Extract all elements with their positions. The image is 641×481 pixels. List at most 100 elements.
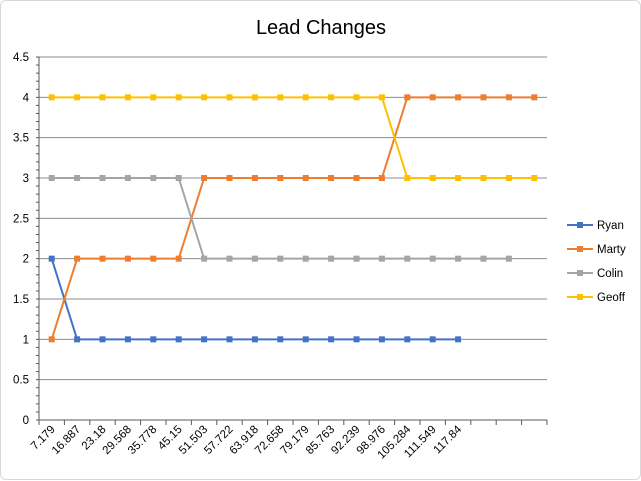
data-point-geoff — [378, 94, 385, 101]
legend-swatch-marker — [577, 270, 583, 276]
data-point-ryan — [201, 336, 208, 343]
data-point-colin — [74, 175, 81, 181]
data-point-marty — [505, 94, 512, 101]
data-point-geoff — [251, 94, 258, 101]
y-tick-label: 0 — [23, 415, 29, 427]
data-point-geoff — [505, 175, 512, 181]
data-point-marty — [99, 255, 106, 262]
data-point-ryan — [328, 336, 335, 343]
data-point-colin — [201, 255, 208, 262]
data-point-geoff — [353, 94, 360, 101]
legend-swatch-marker — [577, 294, 583, 300]
gridlines — [39, 56, 547, 381]
data-point-ryan — [404, 336, 411, 343]
data-point-colin — [150, 175, 157, 181]
data-point-geoff — [302, 94, 309, 101]
y-tick-label: 1.5 — [13, 294, 29, 306]
data-point-colin — [404, 255, 411, 262]
y-tick-label: 0.5 — [13, 375, 29, 387]
series-line-marty — [50, 96, 535, 340]
data-point-marty — [429, 94, 436, 101]
data-point-ryan — [277, 336, 284, 343]
y-tick-label: 3.5 — [13, 133, 29, 145]
data-point-marty — [277, 175, 284, 181]
data-point-colin — [226, 255, 233, 262]
data-point-marty — [328, 175, 335, 181]
data-point-colin — [378, 255, 385, 262]
data-point-geoff — [429, 175, 436, 181]
data-point-ryan — [99, 336, 106, 343]
series-marty — [48, 94, 538, 343]
chart-title: Lead Changes — [256, 17, 386, 39]
legend-label: Ryan — [597, 220, 624, 232]
data-point-geoff — [150, 94, 157, 101]
x-tick-label: 117.84 — [431, 423, 464, 456]
data-point-colin — [429, 255, 436, 262]
y-tick-label: 1 — [23, 334, 29, 346]
data-point-marty — [226, 175, 233, 181]
data-point-marty — [378, 175, 385, 181]
data-point-colin — [480, 255, 487, 262]
x-tick-label: 16.887 — [50, 424, 83, 457]
series-line-geoff — [51, 96, 535, 179]
data-point-geoff — [277, 94, 284, 101]
data-point-ryan — [302, 336, 309, 343]
data-point-colin — [302, 255, 309, 262]
data-point-colin — [505, 255, 512, 262]
legend: Ryan Marty Colin Geoff — [567, 220, 626, 304]
data-point-ryan — [429, 336, 436, 343]
data-point-ryan — [124, 336, 131, 343]
legend-item-ryan: Ryan — [567, 220, 624, 232]
data-point-geoff — [226, 94, 233, 101]
series-ryan — [48, 255, 462, 343]
data-point-geoff — [328, 94, 335, 101]
data-point-marty — [201, 175, 208, 181]
data-point-marty — [150, 255, 157, 262]
data-point-geoff — [175, 94, 182, 101]
data-point-ryan — [150, 336, 157, 343]
data-point-marty — [455, 94, 462, 101]
data-point-geoff — [74, 94, 81, 101]
data-point-colin — [175, 175, 182, 181]
data-point-colin — [328, 255, 335, 262]
y-tick-label: 4 — [23, 92, 30, 104]
data-point-colin — [124, 175, 131, 181]
data-point-ryan — [175, 336, 182, 343]
y-tick-label: 2.5 — [13, 213, 29, 225]
data-point-ryan — [378, 336, 385, 343]
legend-item-geoff: Geoff — [567, 292, 626, 304]
data-point-ryan — [455, 336, 462, 343]
data-point-marty — [251, 175, 258, 181]
series-lines — [48, 94, 538, 343]
data-point-marty — [74, 255, 81, 262]
x-tick-label: 35.778 — [126, 424, 159, 457]
data-point-marty — [302, 175, 309, 181]
data-point-geoff — [99, 94, 106, 101]
legend-label: Geoff — [597, 292, 626, 304]
data-point-ryan — [226, 336, 233, 343]
data-point-colin — [353, 255, 360, 262]
data-point-geoff — [124, 94, 131, 101]
legend-swatch-marker — [577, 222, 583, 228]
data-point-ryan — [74, 336, 81, 343]
data-point-ryan — [353, 336, 360, 343]
data-point-ryan — [251, 336, 258, 343]
data-point-marty — [480, 94, 487, 101]
series-colin — [48, 175, 512, 262]
data-point-ryan — [48, 255, 55, 262]
data-point-colin — [99, 175, 106, 181]
data-point-geoff — [531, 175, 538, 181]
legend-item-marty: Marty — [567, 244, 626, 256]
y-tick-label: 3 — [23, 173, 29, 185]
data-point-colin — [251, 255, 258, 262]
legend-label: Colin — [597, 268, 623, 280]
data-point-colin — [455, 255, 462, 262]
legend-item-colin: Colin — [567, 268, 623, 280]
legend-swatch-marker — [577, 246, 583, 252]
data-point-marty — [353, 175, 360, 181]
data-point-colin — [48, 175, 55, 181]
y-tick-label: 2 — [23, 254, 29, 266]
legend-label: Marty — [597, 244, 626, 256]
